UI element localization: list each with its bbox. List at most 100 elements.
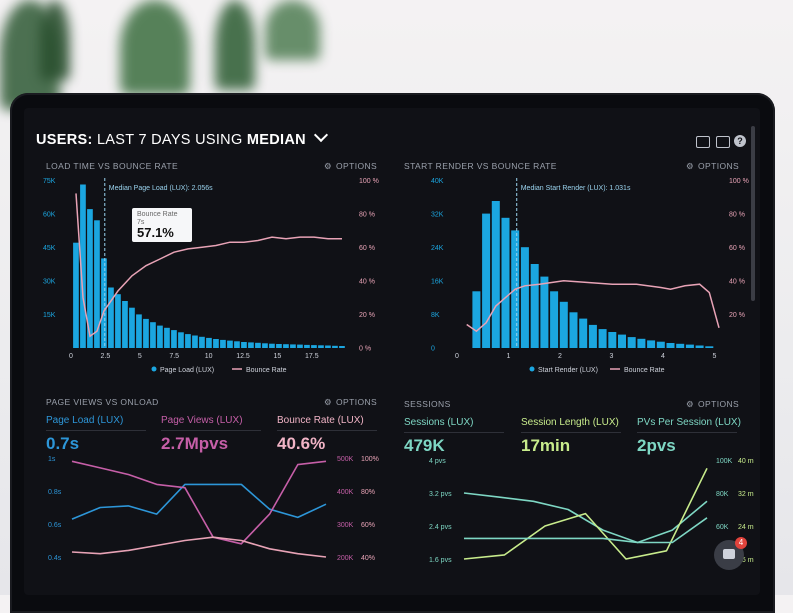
options-button-page-views[interactable]: ⚙ OPTIONS: [324, 397, 377, 408]
panel-title-load-time: LOAD TIME VS BOUNCE RATE: [46, 161, 179, 171]
page-title[interactable]: USERS: LAST 7 DAYS USING MEDIAN: [36, 127, 329, 148]
bar: [588, 324, 597, 348]
options-button-sessions[interactable]: ⚙ OPTIONS: [686, 399, 739, 410]
bar: [241, 342, 247, 348]
series-line: [71, 460, 327, 545]
metric-page-load[interactable]: Page Load (LUX) 0.7s: [46, 415, 146, 454]
bounce-rate-tooltip: Bounce Rate 7s 57.1%: [132, 208, 192, 242]
x-tick-label: 0: [455, 353, 459, 360]
bar: [685, 344, 694, 348]
options-label: OPTIONS: [336, 397, 378, 407]
median-label: Median Page Load (LUX): 2.056s: [109, 185, 213, 192]
bar: [199, 336, 205, 348]
options-label: OPTIONS: [698, 399, 740, 409]
metric-bounce-rate[interactable]: Bounce Rate (LUX) 40.6%: [277, 415, 377, 454]
y2-tick-label: 40 %: [359, 279, 375, 286]
series-line: [463, 492, 708, 544]
dashboard-screen: USERS: LAST 7 DAYS USING MEDIAN ? LOAD T…: [24, 108, 760, 595]
bar: [608, 332, 617, 348]
bar: [559, 301, 568, 348]
series-line: [71, 483, 327, 520]
metric-divider: [637, 432, 737, 433]
y2-tick-label: 400K: [337, 489, 354, 496]
panel-title-page-views: PAGE VIEWS VS ONLOAD: [46, 397, 159, 407]
bar: [491, 201, 500, 348]
bar: [143, 318, 149, 348]
title-prefix: USERS:: [36, 132, 93, 148]
bar: [185, 334, 191, 348]
y-tick-label: 75K: [43, 178, 56, 185]
bar: [171, 330, 177, 348]
bar: [695, 345, 704, 348]
gear-icon: ⚙: [324, 397, 333, 407]
bar: [255, 342, 261, 348]
bar: [227, 340, 233, 348]
tooltip-value: 57.1%: [137, 225, 174, 240]
help-icon[interactable]: ?: [734, 135, 746, 147]
background-plant-leaf: [265, 0, 320, 60]
options-button-load-time[interactable]: ⚙ OPTIONS: [324, 161, 377, 172]
bar: [472, 291, 481, 348]
y-tick-label: 30K: [43, 279, 56, 286]
metric-label: Page Views (LUX): [161, 415, 243, 426]
bar: [290, 344, 296, 348]
x-tick-label: 2: [558, 353, 562, 360]
y2-tick-label: 300K: [337, 522, 354, 529]
chat-button[interactable]: 4: [714, 537, 747, 570]
bar: [248, 342, 254, 348]
y2-tick-label: 80 %: [729, 212, 745, 219]
bar: [157, 325, 163, 348]
x-tick-label: 5: [138, 353, 142, 360]
y3-tick-label: 40%: [361, 555, 375, 562]
metric-page-views[interactable]: Page Views (LUX) 2.7Mpvs: [161, 415, 261, 454]
chevron-down-icon[interactable]: [314, 127, 329, 143]
y2-tick-label: 80K: [716, 491, 729, 498]
monitor-icon[interactable]: [696, 136, 710, 148]
metric-sessions[interactable]: Sessions (LUX) 479K: [404, 417, 504, 456]
y2-tick-label: 100K: [716, 458, 733, 465]
chart-icon[interactable]: [716, 136, 730, 148]
bar: [122, 301, 128, 348]
bar: [276, 344, 282, 348]
metric-value: 17min: [521, 436, 571, 455]
panel-title-start-render: START RENDER VS BOUNCE RATE: [404, 161, 557, 171]
metric-label: PVs Per Session (LUX): [637, 417, 741, 428]
notification-badge: 4: [735, 537, 747, 549]
chart-page-views: 1s 0.8s 0.6s 0.4s 500K 400K 300K 200K 100% 80% 60%…: [48, 456, 379, 562]
x-tick-label: 7.5: [169, 353, 179, 360]
bar: [569, 312, 578, 348]
x-tick-label: 5: [713, 353, 717, 360]
scrollbar[interactable]: [751, 126, 755, 301]
y2-tick-label: 20 %: [359, 312, 375, 319]
y-tick-label: 0: [431, 346, 435, 353]
median-label: Median Start Render (LUX): 1.031s: [521, 185, 631, 192]
metric-label: Bounce Rate (LUX): [277, 415, 364, 426]
title-range: LAST 7 DAYS USING: [96, 132, 243, 148]
bar: [705, 346, 714, 348]
series-line: [71, 536, 327, 558]
legend-swatch: [151, 366, 157, 372]
bar: [325, 345, 331, 348]
legend-swatch: [529, 366, 535, 372]
y2-tick-label: 60 %: [729, 245, 745, 252]
metric-session-length[interactable]: Session Length (LUX) 17min: [521, 417, 621, 456]
bar: [94, 220, 100, 348]
y-tick-label: 0.4s: [48, 555, 62, 562]
x-tick-label: 3: [610, 353, 614, 360]
options-button-start-render[interactable]: ⚙ OPTIONS: [686, 161, 739, 172]
bar: [136, 314, 142, 348]
metric-label: Page Load (LUX): [46, 415, 124, 426]
bar: [234, 341, 240, 348]
y-tick-label: 2.4 pvs: [429, 524, 452, 531]
y-tick-label: 45K: [43, 245, 56, 252]
bar: [666, 343, 675, 348]
x-tick-label: 17.5: [305, 353, 319, 360]
options-label: OPTIONS: [336, 161, 378, 171]
chart-start-render: 40K 32K 24K 16K 8K 0 100 % 80 % 60 % 40 % 20 % Medi…: [431, 178, 749, 374]
metric-pvs-per-session[interactable]: PVs Per Session (LUX) 2pvs: [637, 417, 741, 456]
metric-value: 0.7s: [46, 434, 80, 453]
bar: [269, 343, 275, 348]
bar: [178, 332, 184, 348]
metric-value: 2.7Mpvs: [161, 434, 229, 453]
bar: [87, 209, 93, 348]
